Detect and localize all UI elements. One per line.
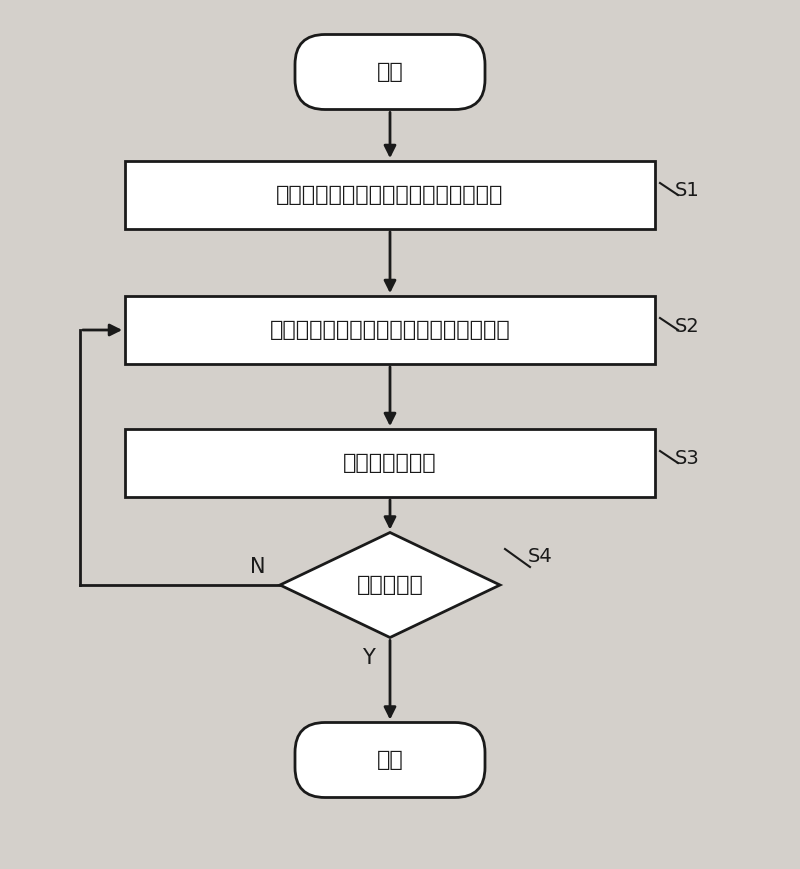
FancyBboxPatch shape — [295, 35, 485, 109]
Text: 开始: 开始 — [377, 62, 403, 82]
Text: Y: Y — [362, 647, 374, 667]
Text: 是否为终点: 是否为终点 — [357, 575, 423, 595]
Text: 对栅格图像进行边界检测，得到边界点: 对栅格图像进行边界检测，得到边界点 — [276, 185, 504, 205]
Text: S2: S2 — [674, 316, 699, 335]
Polygon shape — [280, 533, 500, 638]
FancyBboxPatch shape — [295, 722, 485, 798]
FancyBboxPatch shape — [125, 429, 655, 497]
Text: 转化为边缝路径: 转化为边缝路径 — [343, 453, 437, 473]
Text: N: N — [250, 557, 266, 577]
Text: 边界点进行领域追踪，得到下一个边界点: 边界点进行领域追踪，得到下一个边界点 — [270, 320, 510, 340]
Text: 结束: 结束 — [377, 750, 403, 770]
Text: S3: S3 — [674, 449, 699, 468]
Text: S4: S4 — [528, 547, 552, 567]
FancyBboxPatch shape — [125, 161, 655, 229]
Text: S1: S1 — [674, 182, 699, 201]
FancyBboxPatch shape — [125, 296, 655, 364]
